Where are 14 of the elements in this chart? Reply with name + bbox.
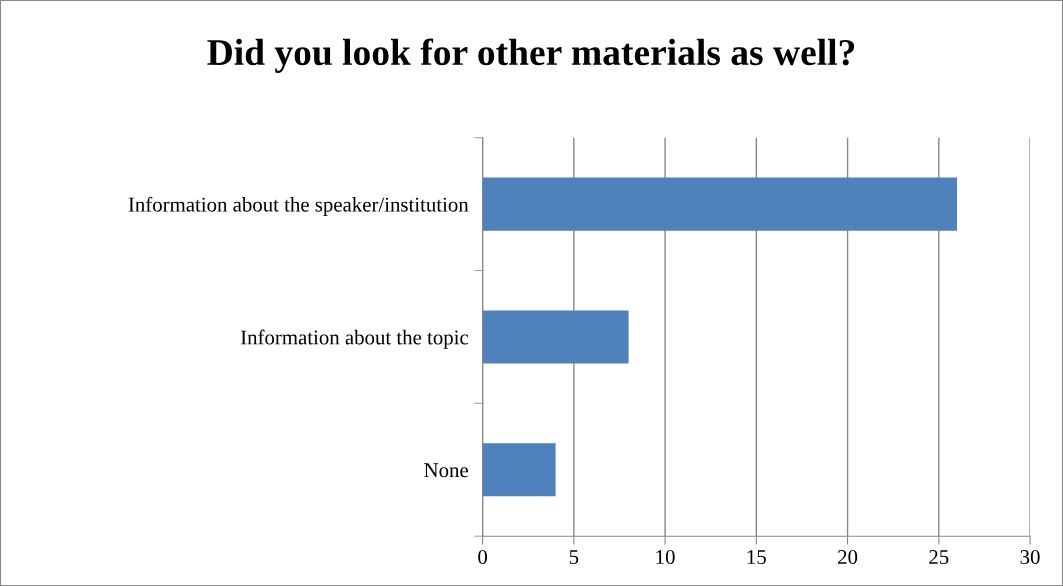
x-tick-label: 30 — [1020, 549, 1040, 565]
bar — [482, 443, 556, 497]
x-tick-label: 5 — [569, 550, 579, 565]
x-tick-label: 25 — [929, 550, 949, 565]
x-tick-label: 10 — [656, 549, 675, 565]
bar — [482, 310, 629, 364]
y-tick-label: None — [424, 463, 468, 478]
x-tick-label: 15 — [747, 550, 766, 565]
x-tick-label: 20 — [838, 549, 858, 565]
bar — [482, 177, 958, 231]
y-tick-label: Information about the speaker/institution — [128, 196, 469, 216]
y-tick-label: Information about the topic — [240, 329, 469, 349]
x-tick-label: 0 — [478, 549, 488, 565]
chart-title: Did you look for other materials as well? — [207, 38, 855, 73]
